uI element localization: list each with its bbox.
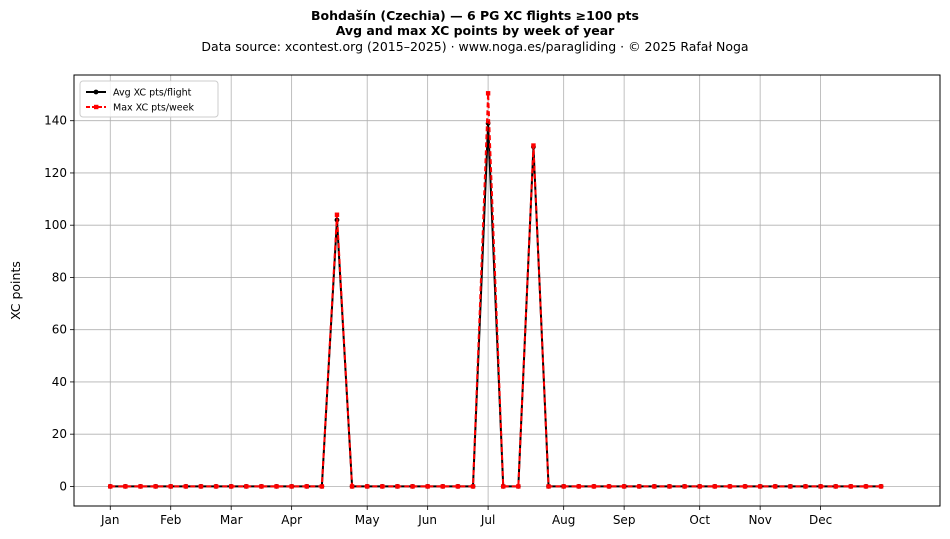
max-point [712, 484, 718, 489]
y-tick-label: 0 [59, 479, 67, 493]
max-point [334, 212, 340, 217]
max-point [652, 484, 657, 489]
max-point [606, 484, 612, 489]
max-point [697, 484, 702, 489]
max-point [138, 484, 143, 489]
max-point [773, 484, 778, 489]
x-tick-label: Oct [689, 513, 710, 527]
x-tick-label: Feb [160, 513, 181, 527]
max-point [531, 143, 536, 148]
max-point [365, 484, 370, 489]
max-point [153, 484, 158, 489]
max-point [244, 484, 249, 489]
max-point [123, 484, 128, 489]
max-point [319, 484, 325, 489]
max-point [757, 484, 763, 489]
max-point [304, 484, 309, 489]
max-point [455, 484, 461, 489]
plot-frame [73, 74, 941, 507]
max-point [198, 484, 204, 489]
max-point [425, 484, 430, 489]
max-point [501, 484, 506, 489]
chart-titles: Bohdašín (Czechia) — 6 PG XC flights ≥10… [0, 8, 950, 55]
x-tick-label: May [355, 513, 380, 527]
legend-box [79, 80, 219, 118]
max-point [274, 484, 279, 489]
max-point [788, 484, 793, 489]
max-point [576, 484, 581, 489]
y-tick-label: 100 [44, 218, 67, 232]
max-point [621, 484, 627, 489]
series-lines [107, 91, 884, 489]
chart-title: Bohdašín (Czechia) — 6 PG XC flights ≥10… [311, 8, 639, 23]
y-tick-label: 80 [52, 270, 67, 284]
max-point [213, 484, 219, 489]
max-point [833, 484, 838, 489]
series-line-2 [110, 92, 882, 488]
grid [74, 75, 940, 506]
x-tick-label: Dec [809, 513, 832, 527]
max-point [259, 484, 264, 489]
chart-subtitle: Data source: xcontest.org (2015–2025) · … [201, 39, 749, 54]
max-point [878, 484, 884, 489]
legend-marker-max [94, 104, 99, 110]
max-point [108, 484, 113, 489]
legend: Avg XC pts/flight Max XC pts/week [79, 80, 219, 118]
max-point [803, 484, 808, 489]
max-point [682, 484, 687, 489]
max-point [289, 484, 294, 489]
x-tick-label: Jan [100, 513, 120, 527]
max-point [228, 484, 234, 489]
x-tick-label: Mar [220, 513, 243, 527]
x-tick-label: Jun [417, 513, 437, 527]
max-point [818, 484, 823, 489]
max-point [637, 484, 642, 489]
max-point [485, 91, 491, 96]
x-tick-label: Nov [748, 513, 771, 527]
max-point [561, 484, 566, 489]
max-point [591, 484, 597, 489]
y-tick-label: 140 [44, 114, 67, 128]
legend-entry-1: Avg XC pts/flight [113, 88, 192, 99]
y-tick-label: 40 [52, 375, 67, 389]
max-point [516, 484, 521, 489]
max-point [395, 484, 400, 489]
axis-ticks: 0 20 40 60 80 100 120 140 Jan Feb Mar Apr May Jun Jul A… [44, 114, 832, 527]
max-point [848, 484, 854, 489]
x-tick-label: Sep [613, 513, 636, 527]
max-point [546, 484, 551, 489]
max-point [863, 484, 869, 489]
y-tick-label: 60 [52, 323, 67, 337]
max-point [410, 484, 415, 489]
x-tick-label: Jul [480, 513, 495, 527]
max-point [380, 484, 385, 489]
x-tick-label: Apr [281, 513, 302, 527]
legend-marker-avg [93, 89, 99, 95]
y-tick-label: 20 [52, 427, 67, 441]
max-point [727, 484, 733, 489]
max-point [742, 484, 748, 489]
x-tick-label: Aug [552, 513, 575, 527]
max-point [667, 484, 672, 489]
chart-title-2: Avg and max XC points by week of year [335, 23, 615, 38]
y-axis-label: XC points [8, 261, 23, 320]
legend-entry-2: Max XC pts/week [113, 103, 194, 114]
y-tick-label: 120 [44, 166, 67, 180]
max-point [470, 484, 476, 489]
max-point [349, 484, 355, 489]
max-point [183, 484, 189, 489]
max-point [168, 484, 173, 489]
max-point [440, 484, 445, 489]
